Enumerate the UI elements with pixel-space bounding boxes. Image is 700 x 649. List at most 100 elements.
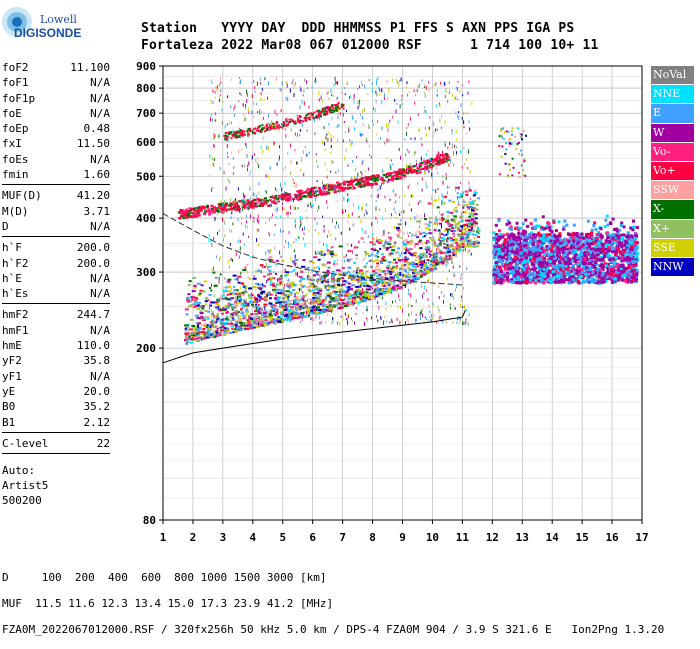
echo-point [339, 245, 343, 247]
echo-point [467, 112, 468, 115]
echo-point [217, 319, 218, 322]
echo-point [473, 241, 476, 243]
echo-point [422, 264, 423, 267]
echo-point [446, 173, 447, 177]
echo-point [212, 187, 213, 189]
echo-point [378, 295, 380, 297]
echo-point [390, 164, 391, 168]
echo-point [285, 167, 286, 169]
echo-point [198, 214, 201, 216]
echo-point [471, 102, 472, 105]
echo-point [388, 175, 391, 177]
echo-point [372, 298, 374, 300]
echo-point [191, 208, 194, 210]
echo-point [295, 263, 296, 266]
echo-point [422, 232, 425, 234]
echo-point [468, 181, 469, 185]
echo-point [355, 254, 358, 256]
echo-point [347, 193, 348, 196]
echo-point [407, 94, 408, 97]
echo-point [347, 271, 349, 273]
echo-point [453, 209, 454, 213]
echo-point [408, 321, 409, 324]
echo-point [315, 229, 316, 231]
echo-point [366, 271, 369, 273]
echo-point [313, 267, 316, 269]
echo-point [424, 86, 425, 88]
echo-point [386, 249, 389, 251]
echo-point [322, 216, 323, 218]
echo-point [288, 286, 291, 288]
echo-point [180, 210, 183, 212]
echo-point [466, 309, 467, 311]
echo-point [340, 299, 344, 301]
echo-point [253, 199, 256, 201]
echo-point [315, 80, 316, 83]
echo-point [318, 98, 319, 101]
echo-point [296, 183, 297, 187]
echo-point [426, 111, 427, 114]
echo-point [244, 205, 245, 209]
echo-point [457, 87, 458, 91]
echo-point [422, 242, 423, 245]
echo-point [407, 319, 408, 322]
echo-point [212, 90, 213, 93]
echo-point [375, 91, 376, 94]
echo-point [442, 259, 444, 261]
echo-point [284, 270, 285, 274]
echo-point [246, 146, 247, 148]
echo-point [326, 293, 327, 296]
echo-point [264, 324, 268, 326]
echo-point [356, 267, 359, 269]
echo-point [425, 127, 426, 130]
echo-point [303, 150, 304, 154]
echo-point [339, 289, 343, 291]
echo-point [275, 319, 277, 321]
echo-point [466, 239, 468, 241]
echo-point [394, 275, 395, 279]
echo-point [376, 252, 379, 254]
echo-point [335, 263, 338, 265]
echo-point [319, 268, 320, 271]
echo-point [408, 303, 409, 307]
echo-point [376, 79, 377, 82]
echo-point [343, 212, 344, 214]
echo-point [219, 84, 220, 86]
echo-point [195, 315, 199, 317]
echo-point [326, 134, 327, 136]
echo-point [247, 271, 248, 274]
echo-point [318, 187, 321, 189]
echo-point [300, 105, 301, 109]
echo-point [242, 200, 243, 203]
echo-point [273, 277, 276, 279]
echo-point [355, 286, 359, 288]
echo-point [447, 161, 448, 164]
echo-point [430, 116, 431, 119]
echo-point [294, 259, 298, 261]
echo-point [449, 186, 450, 188]
echo-point [256, 301, 258, 303]
echo-point [432, 202, 433, 206]
echo-point [212, 118, 213, 121]
echo-point [211, 315, 212, 318]
echo-point [345, 291, 346, 294]
echo-point [375, 108, 376, 112]
echo-point [347, 199, 348, 202]
echo-point [275, 110, 276, 114]
echo-point [276, 77, 277, 81]
echo-point [462, 166, 463, 169]
echo-point [364, 265, 366, 267]
echo-point [325, 149, 326, 151]
echo-point [303, 191, 306, 193]
echo-point [438, 238, 440, 240]
echo-point [316, 306, 320, 308]
echo-point [425, 94, 426, 98]
echo-point [409, 269, 412, 271]
echo-point [424, 106, 425, 108]
echo-point [412, 171, 415, 173]
echo-point [426, 182, 427, 186]
echo-point [427, 241, 430, 243]
echo-point [343, 113, 344, 117]
echo-point [219, 298, 220, 302]
echo-point [186, 299, 190, 301]
